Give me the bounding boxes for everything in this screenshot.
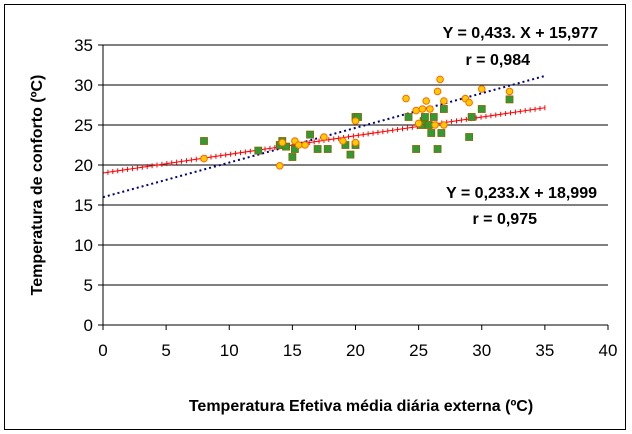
x-tick-label: 15 [283,341,302,360]
correlation-lower: r = 0,975 [473,211,538,228]
data-point-circle [294,141,303,149]
y-tick-label: 35 [74,36,93,55]
x-tick-label: 10 [220,341,239,360]
data-point-circle [440,121,448,129]
correlation-upper: r = 0,984 [466,52,531,69]
y-axis-label: Temperatura de conforto (ºC) [29,75,46,296]
grid-lines [103,44,608,286]
equation-upper: Y = 0,433. X + 15,977 [443,25,598,42]
x-tick-label: 40 [599,341,618,360]
data-point-circle [431,121,439,129]
data-point-square [505,95,514,104]
x-tick-label: 35 [535,341,554,360]
data-point-circle [339,137,347,145]
data-point-circle [275,162,284,170]
data-point-square [313,145,322,153]
data-point-circle [422,97,431,105]
data-point-square [346,150,355,159]
y-tick-label: 0 [84,316,93,335]
data-point-square [465,133,474,141]
data-point-circle [505,87,514,96]
x-tick-label: 30 [472,341,491,360]
data-point-square [439,105,448,113]
data-point-circle [440,97,448,105]
data-point-square [254,146,263,155]
data-point-square [288,153,297,161]
y-tick-label: 5 [84,276,93,295]
x-tick-label: 0 [98,341,107,360]
data-point-square [290,145,299,153]
data-point-square [404,113,413,121]
data-point-circle [351,117,360,125]
data-point-square [421,113,429,121]
data-point-circle [351,138,360,147]
data-point-square [200,137,208,145]
data-point-circle [414,119,423,128]
tick-labels: 0 5 10 15 20 25 30 35 0 5 10 15 20 25 30 35 40 [74,36,617,360]
x-tick-label: 20 [346,341,365,360]
data-point-square [477,105,486,113]
data-point-circle [436,75,444,84]
data-point-square [427,129,436,137]
data-point-square [424,121,433,129]
data-point-square [437,129,446,137]
data-point-square [282,142,290,151]
data-point-circle [200,154,208,163]
y-tick-label: 30 [74,76,93,95]
data-point-circle [301,141,309,149]
data-point-square [306,130,314,139]
axes [98,44,609,330]
data-point-circle [320,133,328,141]
data-point-square [433,145,442,153]
data-point-square [429,113,438,121]
y-tick-label: 20 [74,156,93,175]
data-point-circle [278,138,287,147]
data-point-circle [412,106,420,115]
data-point-circle [426,105,434,113]
chart-frame [4,4,626,430]
x-tick-label: 5 [161,341,170,360]
x-axis-label: Temperatura Efetiva média diária externa… [189,398,533,415]
y-tick-label: 25 [74,116,93,135]
data-point-square [323,145,332,153]
y-tick-label: 10 [74,236,93,255]
data-point-circle [465,98,473,107]
data-point-square [412,145,421,153]
data-points [200,75,514,170]
trendline-dotted [102,74,546,199]
y-tick-label: 15 [74,196,93,215]
data-point-circle [433,87,442,96]
data-point-circle [402,94,410,103]
data-point-circle [418,105,427,113]
data-point-circle [477,85,486,93]
data-point-square [467,113,476,121]
equation-lower: Y = 0,233.X + 18,999 [446,185,597,202]
x-tick-label: 25 [409,341,428,360]
